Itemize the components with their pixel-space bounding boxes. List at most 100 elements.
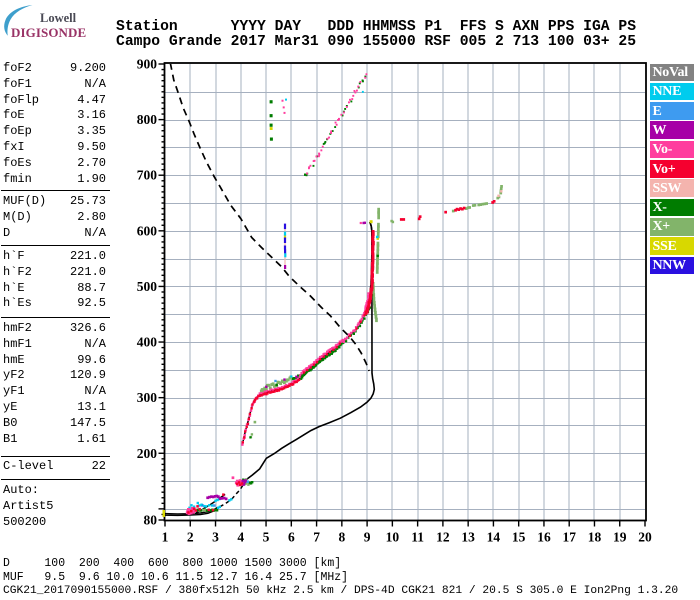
param-label: h`E	[3, 280, 25, 295]
x-tick-label: 11	[411, 530, 424, 545]
param-label: fxI	[3, 140, 25, 154]
legend-label: E	[652, 103, 662, 119]
legend-item-x: X-	[650, 198, 694, 217]
param-value: 221.0	[69, 249, 106, 263]
param-value: 147.5	[69, 415, 106, 430]
x-tick-label: 20	[638, 530, 652, 545]
param-label: Artist5	[3, 498, 54, 513]
param-row-hmf1: hmF1 N/A	[3, 336, 109, 352]
x-tick-label: 4	[237, 530, 244, 545]
param-row-yf2: yF2 120.9	[3, 367, 109, 383]
x-tick-label: 6	[288, 530, 295, 545]
param-value: N/A	[84, 76, 106, 91]
param-row-hes: h`Es 92.5	[3, 295, 109, 311]
y-tick-label: 500	[137, 279, 158, 294]
profile-valley-dashed	[219, 480, 246, 508]
x-tick-label: 8	[338, 530, 345, 545]
legend-item-nnw: NNW	[650, 256, 694, 275]
param-row-hme: hmE 99.6	[3, 352, 109, 368]
legend-label: SSW	[652, 180, 682, 196]
header-line1: Station YYYY DAY DDD HHMMSS P1 FFS S AXN…	[116, 18, 637, 35]
param-row-clevel: C-level 22	[3, 458, 109, 474]
param-value: 1.90	[77, 171, 106, 186]
param-label: hmF2	[3, 321, 32, 335]
param-row-d: D N/A	[3, 225, 109, 241]
param-label: foF2	[3, 61, 32, 75]
param-label: B0	[3, 415, 18, 430]
param-separator	[1, 455, 110, 457]
param-value: 4.47	[77, 92, 106, 107]
param-value: 25.73	[69, 194, 106, 208]
param-row-hf: h`F 221.0	[3, 248, 109, 264]
param-value: 22	[91, 459, 106, 473]
param-row-md: M(D) 2.80	[3, 209, 109, 225]
echoes-X-	[196, 75, 379, 512]
echoes-X+	[194, 185, 503, 512]
param-row-foflp: foFlp 4.47	[3, 92, 109, 108]
legend-item-vo: Vo-	[650, 140, 694, 159]
param-label: fmin	[3, 171, 32, 186]
footer-muf-row: MUF 9.5 9.6 10.0 10.6 11.5 12.7 16.4 25.…	[3, 570, 349, 584]
plot-frame	[163, 62, 647, 522]
echoes-W	[206, 221, 366, 501]
footer-file-info: CGK21_2017090155000.RSF / 380fx512h 50 k…	[3, 584, 679, 597]
x-tick-label: 2	[187, 530, 194, 545]
y-tick-label: 400	[137, 335, 158, 350]
profile-F	[244, 221, 376, 482]
x-tick-label: 5	[263, 530, 270, 545]
param-value: 9.50	[77, 140, 106, 154]
param-label: foE	[3, 108, 25, 123]
legend-label: NNE	[652, 84, 682, 100]
echo-points	[185, 73, 503, 516]
param-value: N/A	[84, 384, 106, 399]
param-row-b1: B1 1.61	[3, 431, 109, 447]
param-row-foep: foEp 3.35	[3, 123, 109, 139]
x-tick-label: 1	[162, 530, 169, 545]
y-tick-label: 80	[144, 513, 158, 528]
axis-tick-labels: 1 2 3 4 5 6 7 8 9 10 11 12 13 14 15 16 17 18 19 20802003004…	[137, 57, 652, 545]
legend-label: NNW	[652, 258, 687, 273]
param-value: 99.6	[77, 352, 106, 367]
param-label: Auto:	[3, 483, 40, 497]
footer-distance-row: D 100 200 400 600 800 1000 1500 3000 [km…	[3, 556, 342, 570]
param-label: B1	[3, 431, 18, 446]
param-value: 1.61	[77, 431, 106, 446]
param-label: foEs	[3, 155, 32, 170]
x-tick-label: 19	[613, 530, 627, 545]
echoes-SSE	[269, 127, 379, 240]
grid-lines	[165, 64, 645, 520]
param-separator	[1, 244, 110, 246]
param-value: 3.35	[77, 124, 106, 139]
x-tick-label: 17	[562, 530, 576, 545]
param-row-auto: Auto:	[3, 482, 109, 498]
param-row-fmin: fmin 1.90	[3, 171, 109, 187]
param-label: h`Es	[3, 296, 32, 311]
echoes-SSW	[497, 190, 503, 197]
param-row-b0: B0 147.5	[3, 415, 109, 431]
param-row-fof2: foF2 9.200	[3, 60, 109, 76]
legend-item-w: W	[650, 121, 694, 140]
x-tick-label: 15	[512, 530, 526, 545]
x-tick-label: 10	[386, 530, 400, 545]
x-tick-label: 14	[487, 530, 501, 545]
param-row-foes: foEs 2.70	[3, 155, 109, 171]
transmission-curve-MUF	[169, 64, 370, 372]
param-label: yF1	[3, 384, 25, 399]
param-value: 3.16	[77, 108, 106, 123]
param-value: 2.70	[77, 155, 106, 170]
param-row-mufd: MUF(D) 25.73	[3, 193, 109, 209]
param-label: D	[3, 225, 11, 240]
param-value: N/A	[84, 336, 106, 351]
param-value: 326.6	[69, 321, 106, 335]
echoes-NNE	[188, 90, 379, 509]
y-tick-label: 800	[137, 112, 158, 127]
legend-item-noval: NoVal	[650, 63, 694, 82]
echoes-E	[213, 379, 277, 507]
logo-brand-bottom: DIGISONDE	[11, 25, 87, 40]
param-value: 2.80	[77, 209, 106, 224]
legend-label: X-	[652, 200, 667, 216]
param-label: yE	[3, 400, 18, 414]
crescent-icon	[4, 5, 33, 36]
